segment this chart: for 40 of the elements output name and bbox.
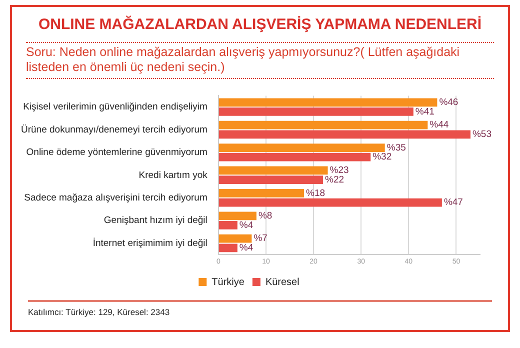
chart-subtitle: Soru: Neden online mağazalardan alışveriş yapmıyorsunuz?( Lütfen aşağıdaki listeden en önemli üç nedeni seçin.) [26, 42, 494, 79]
text: Katılımcı: Türkiye: 129, Küresel: 2343 [28, 307, 170, 317]
y-tick-label: Online ödeme yöntemlerine güvenmiyorum [26, 147, 208, 158]
bar [218, 176, 324, 184]
data-label: %44 [430, 120, 449, 131]
legend-label: Küresel [265, 276, 300, 288]
bar [218, 189, 304, 198]
data-label: %7 [254, 233, 268, 244]
data-label: %35 [386, 142, 406, 154]
bar [218, 198, 442, 207]
data-label: %18 [306, 188, 326, 199]
y-tick-label: Kredi kartım yok [138, 170, 208, 181]
bar [218, 212, 256, 220]
y-tick-label: Ürüne dokunmayı/denemeyi tercih ediyorum [20, 124, 208, 136]
data-label: %4 [239, 242, 254, 254]
bar [218, 144, 385, 152]
data-label: %32 [372, 152, 392, 163]
data-label: %22 [325, 174, 344, 186]
chart-title: ONLINE MAĞAZALARDAN ALIŞVERİŞ YAPMAMA NEDENLERİ [37, 16, 483, 33]
y-tick-label: Genişbant hızım iyi değil [104, 215, 208, 226]
bar [218, 152, 371, 162]
bar [218, 244, 238, 252]
bar [218, 130, 470, 139]
data-label: %53 [472, 129, 492, 140]
bar [218, 108, 414, 116]
y-tick-label: Kişisel verilerimin güvenliğinden endişeliyim [23, 102, 208, 113]
legend-label: Türkiye [212, 276, 245, 288]
bar [218, 234, 252, 243]
data-label: %41 [415, 106, 434, 118]
data-label: %23 [330, 165, 349, 176]
data-label: %46 [439, 97, 458, 108]
bar [218, 221, 238, 230]
bar [218, 166, 328, 175]
data-label: %4 [239, 220, 254, 231]
data-label: %47 [444, 197, 463, 208]
data-label: %8 [258, 210, 272, 222]
bar [218, 120, 428, 130]
y-tick-label: Sadece mağaza alışverişini tercih ediyorum [24, 192, 208, 204]
bar [218, 98, 438, 107]
y-tick-label: İnternet erişimimim iyi değil [92, 236, 208, 249]
